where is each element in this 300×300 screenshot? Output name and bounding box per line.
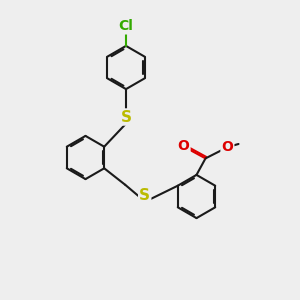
Text: Cl: Cl [118,20,134,33]
Text: O: O [178,139,190,153]
Text: S: S [139,188,150,203]
Text: S: S [121,110,131,124]
Text: O: O [221,140,233,154]
